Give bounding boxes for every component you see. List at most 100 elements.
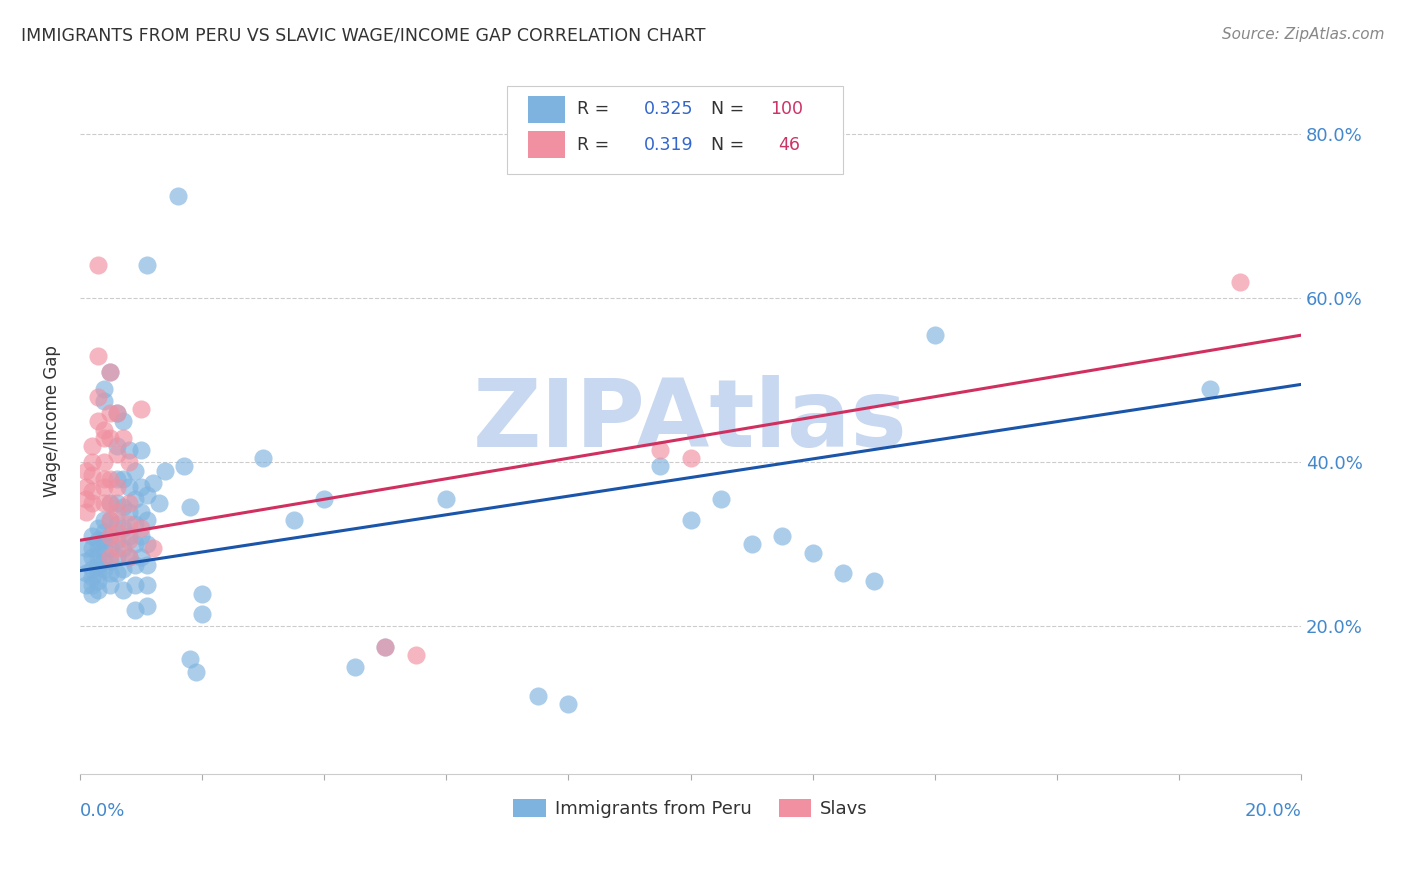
Point (75, 480, 97, 494)
Point (252, 451, 274, 466)
Legend: Immigrants from Peru, Slavs: Immigrants from Peru, Slavs (506, 791, 875, 825)
Point (105, 406, 128, 420)
Point (105, 439, 128, 453)
Point (105, 496, 128, 510)
Text: IMMIGRANTS FROM PERU VS SLAVIC WAGE/INCOME GAP CORRELATION CHART: IMMIGRANTS FROM PERU VS SLAVIC WAGE/INCO… (21, 27, 706, 45)
Point (710, 492, 733, 507)
Text: R =: R = (576, 136, 614, 153)
Point (129, 529, 152, 543)
Point (93, 513, 115, 527)
Text: R =: R = (576, 101, 614, 119)
Point (862, 574, 884, 589)
Point (129, 521, 152, 535)
Point (124, 464, 146, 478)
Point (129, 480, 152, 494)
Point (93, 533, 115, 548)
Point (105, 549, 128, 564)
Point (118, 496, 141, 510)
Text: ZIPAtlas: ZIPAtlas (474, 376, 908, 467)
Point (434, 492, 457, 507)
Text: 0.325: 0.325 (644, 101, 693, 119)
Point (80, 541, 103, 556)
Point (118, 549, 141, 564)
Point (75, 566, 97, 581)
Point (80, 549, 103, 564)
Point (111, 541, 134, 556)
Point (124, 558, 146, 572)
Point (142, 475, 165, 490)
Point (87, 349, 110, 363)
Text: 20.0%: 20.0% (1244, 802, 1301, 821)
Point (75, 554, 97, 568)
Point (679, 513, 702, 527)
Point (136, 488, 159, 502)
Point (648, 443, 671, 458)
Point (75, 505, 97, 519)
Point (184, 665, 207, 679)
Point (93, 472, 115, 486)
Point (191, 586, 214, 600)
Point (124, 492, 146, 507)
Point (136, 599, 159, 613)
Point (87, 558, 110, 572)
Point (100, 554, 122, 568)
Point (100, 566, 122, 581)
Point (155, 464, 177, 478)
Point (93, 562, 115, 576)
Point (93, 525, 115, 540)
Point (136, 259, 159, 273)
Point (87, 533, 110, 548)
Point (648, 459, 671, 474)
Text: 100: 100 (770, 101, 803, 119)
Point (770, 529, 793, 543)
Point (105, 447, 128, 461)
Y-axis label: Wage/Income Gap: Wage/Income Gap (44, 345, 60, 497)
Point (75, 464, 97, 478)
Point (191, 607, 214, 621)
Point (343, 660, 366, 674)
Point (111, 582, 134, 597)
Point (129, 443, 152, 458)
Point (80, 467, 103, 482)
Point (87, 582, 110, 597)
Point (179, 652, 201, 666)
FancyBboxPatch shape (529, 131, 565, 158)
Point (93, 455, 115, 469)
Point (283, 513, 305, 527)
Point (93, 496, 115, 510)
Point (124, 516, 146, 531)
Point (105, 472, 128, 486)
Point (80, 439, 103, 453)
Point (374, 640, 396, 654)
Point (93, 541, 115, 556)
Point (527, 689, 550, 703)
Point (136, 578, 159, 592)
Point (105, 516, 128, 531)
Point (87, 259, 110, 273)
Point (100, 578, 122, 592)
Point (105, 566, 128, 581)
Point (136, 537, 159, 551)
Point (100, 529, 122, 543)
Point (129, 402, 152, 417)
Point (105, 541, 128, 556)
Point (93, 382, 115, 396)
Point (80, 455, 103, 469)
Point (124, 603, 146, 617)
Point (118, 549, 141, 564)
Point (924, 328, 946, 343)
Point (124, 578, 146, 592)
Point (80, 484, 103, 499)
Point (111, 562, 134, 576)
Point (136, 513, 159, 527)
Point (179, 500, 201, 515)
Point (118, 516, 141, 531)
Point (80, 570, 103, 584)
Point (100, 472, 122, 486)
Point (118, 480, 141, 494)
Point (80, 586, 103, 600)
Point (105, 505, 128, 519)
Point (93, 480, 115, 494)
Point (1229, 275, 1251, 289)
Point (118, 529, 141, 543)
